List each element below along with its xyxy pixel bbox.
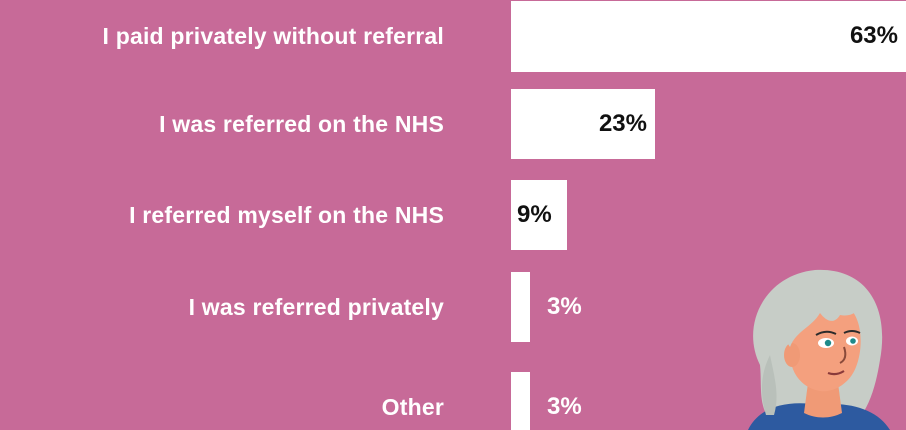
bar	[511, 89, 655, 159]
bar	[511, 272, 530, 342]
value-label: 9%	[517, 201, 552, 228]
value-label: 63%	[849, 22, 898, 49]
category-label: I was referred on the NHS	[159, 111, 444, 137]
category-label: I was referred privately	[188, 294, 444, 320]
category-label: I paid privately without referral	[102, 23, 444, 49]
category-label: I referred myself on the NHS	[129, 202, 444, 228]
bar	[511, 180, 567, 250]
bar	[511, 1, 906, 72]
value-label: 23%	[598, 110, 647, 137]
bar	[511, 372, 530, 430]
value-label: 3%	[547, 393, 582, 420]
value-label: 3%	[547, 293, 582, 320]
woman-avatar-icon	[748, 269, 890, 430]
category-label: Other	[381, 394, 444, 420]
